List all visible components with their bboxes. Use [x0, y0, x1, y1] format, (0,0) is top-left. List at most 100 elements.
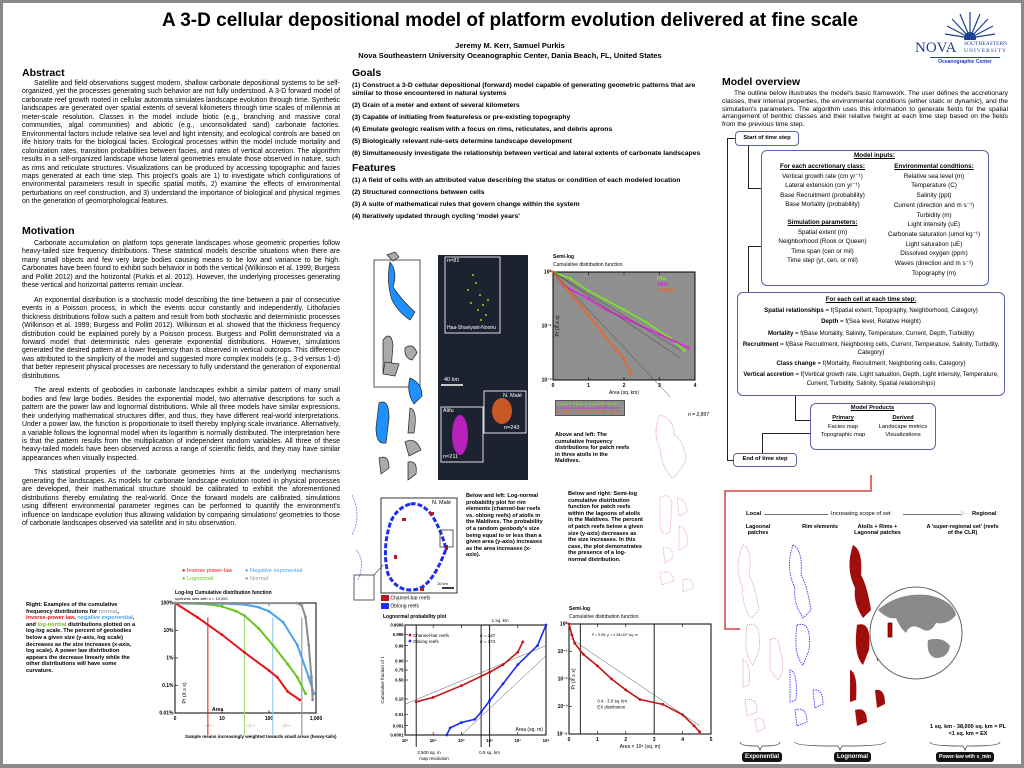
- x-tick-label: 10³: [402, 738, 409, 743]
- x-tick-label: 0: [552, 383, 555, 389]
- scope-arrow-line: [764, 514, 828, 516]
- data-point: [479, 710, 483, 714]
- flow-line: [762, 433, 763, 453]
- area-label: Area: [212, 707, 224, 713]
- products-title: Model Products: [850, 405, 895, 411]
- rim-map-label: N. Malé: [432, 500, 451, 506]
- series-line-0: [174, 602, 301, 701]
- loop-line: [727, 138, 735, 139]
- patch-semilog-chart: Semi-log Cumulative distribution function…: [557, 606, 713, 750]
- data-point: [267, 669, 271, 672]
- col-atolls: Atolls + Rims + Lagoonal patches: [854, 524, 901, 536]
- data-point: [521, 640, 525, 644]
- model-inputs-box: Model inputs: For each accretionary clas…: [761, 150, 989, 286]
- product-item: Facies map: [828, 423, 858, 430]
- n-total: n = 2,897: [688, 412, 709, 418]
- input-item: Base Recruitment (probability): [780, 191, 865, 199]
- logo-line2: UNIVERSITY: [964, 48, 1007, 54]
- x-tick-label: 1: [596, 737, 599, 743]
- class-list: For each accretionary class: Vertical gr…: [765, 162, 880, 266]
- data-point: [300, 604, 304, 608]
- goals-heading: Goals: [352, 67, 382, 79]
- env-item: Relative sea level (m): [903, 172, 965, 180]
- rules-list: For each cell at each time step: Spatial…: [738, 293, 1004, 388]
- alifu-label: Alifu: [443, 408, 454, 414]
- input-item: Base Mortality (probability): [785, 201, 860, 209]
- annotation: 1 sq. km: [492, 618, 509, 623]
- scale-bar-label: 40 km: [444, 377, 459, 383]
- data-point: [573, 641, 577, 645]
- x-axis-label: Area (sq. m): [515, 727, 543, 733]
- data-point: [473, 717, 477, 721]
- input-item: Time step (yr, cen, or mil): [787, 257, 858, 265]
- patch-reef-points: [440, 256, 527, 463]
- legend-label: Normal: [249, 576, 268, 582]
- connector-line: [724, 628, 740, 630]
- legend-label: Lognormal: [186, 576, 214, 582]
- y-axis-label: Pr (X ≥ x): [182, 682, 188, 703]
- arrow-right-icon: ▷: [961, 511, 966, 517]
- data-point: [624, 688, 628, 692]
- goal-item: (3) Capable of initiating from featurele…: [352, 114, 571, 121]
- env-item: Dissolved oxygen (ppm): [900, 250, 968, 258]
- badge-exponential: Exponential: [742, 752, 783, 762]
- legend-n: n = 374: [480, 639, 496, 644]
- legend-entry: Oblong reefs: [413, 639, 440, 644]
- features-heading: Features: [352, 162, 396, 174]
- legend-marker: [408, 633, 412, 637]
- scope-arrow-line: [903, 514, 961, 516]
- y-tick-label: 0.10: [395, 697, 404, 702]
- annotation: EX distribution: [597, 704, 625, 709]
- rim-scale-label: 10 km: [437, 581, 448, 586]
- legend-entry: Channel-bar reefs: [413, 633, 450, 638]
- affiliation: Nova Southeastern University Oceanograph…: [358, 51, 662, 60]
- y-tick-label: 100%: [161, 601, 174, 607]
- annotation: 0.4 - 3.0 sq. km: [597, 698, 627, 703]
- data-point: [234, 609, 238, 613]
- caption-exponential: negative exponential: [77, 615, 133, 622]
- start-label: Start of time step: [743, 135, 791, 141]
- data-point: [431, 695, 435, 699]
- data-point: [501, 682, 505, 686]
- x-tick-label: 2: [624, 737, 627, 743]
- flow-line: [795, 396, 796, 420]
- satellite-image: n=81 Haa-Shaviyani-Noonu 40 km N. Malé n…: [438, 255, 528, 480]
- data-point: [581, 652, 585, 656]
- annotation: 0.5 sq. km: [479, 750, 500, 755]
- maldives-atoll-map: [373, 251, 423, 481]
- primary-heading: Primary: [832, 415, 854, 421]
- y-tick-label: 10⁻²: [558, 677, 568, 683]
- annotation: 2,500 sq. m: [417, 750, 441, 755]
- y-tick-label: 0.1%: [162, 683, 174, 689]
- x-tick-label: 100: [265, 716, 274, 722]
- study-area-marker: [887, 622, 893, 638]
- data-point: [196, 615, 199, 619]
- env-heading: Environmental conditions:: [894, 163, 974, 170]
- rule-lhs: Spatial relationships: [764, 307, 824, 315]
- env-item: Turbidity (m): [916, 211, 952, 219]
- env-item: Light intensity (uE): [907, 221, 961, 229]
- connector-line: [724, 490, 872, 492]
- data-point: [281, 620, 285, 624]
- nsu-logo: NOVA SOUTHEASTERN UNIVERSITY Oceanograph…: [915, 10, 1015, 66]
- data-point: [243, 650, 246, 654]
- poster-title: A 3-D cellular depositional model of pla…: [161, 10, 859, 31]
- loglog-cdf-chart: Log-log Cumulative distribution function…: [159, 590, 322, 735]
- data-point: [516, 663, 520, 667]
- data-point: [569, 277, 573, 281]
- connector-line: [724, 490, 726, 628]
- y-tick-label: 0.90: [395, 659, 404, 664]
- caption-text: ,: [117, 608, 119, 615]
- fit-line: [552, 271, 671, 397]
- inputs-title: Model inputs:: [854, 152, 895, 159]
- input-item: Neighborhood (Rook or Queen): [778, 238, 867, 246]
- env-item: Topography (m): [911, 269, 957, 277]
- fit-line: [461, 655, 547, 736]
- cell-heading: For each cell at each time step:: [825, 296, 917, 303]
- scope-label: Increasing scope of set: [831, 511, 891, 517]
- col-super-regional: A 'super-regional set' (reefs of the CLR…: [926, 524, 999, 536]
- goal-item: (1) Construct a 3-D cellular depositiona…: [352, 82, 696, 97]
- data-point: [243, 614, 246, 617]
- data-point: [267, 609, 271, 613]
